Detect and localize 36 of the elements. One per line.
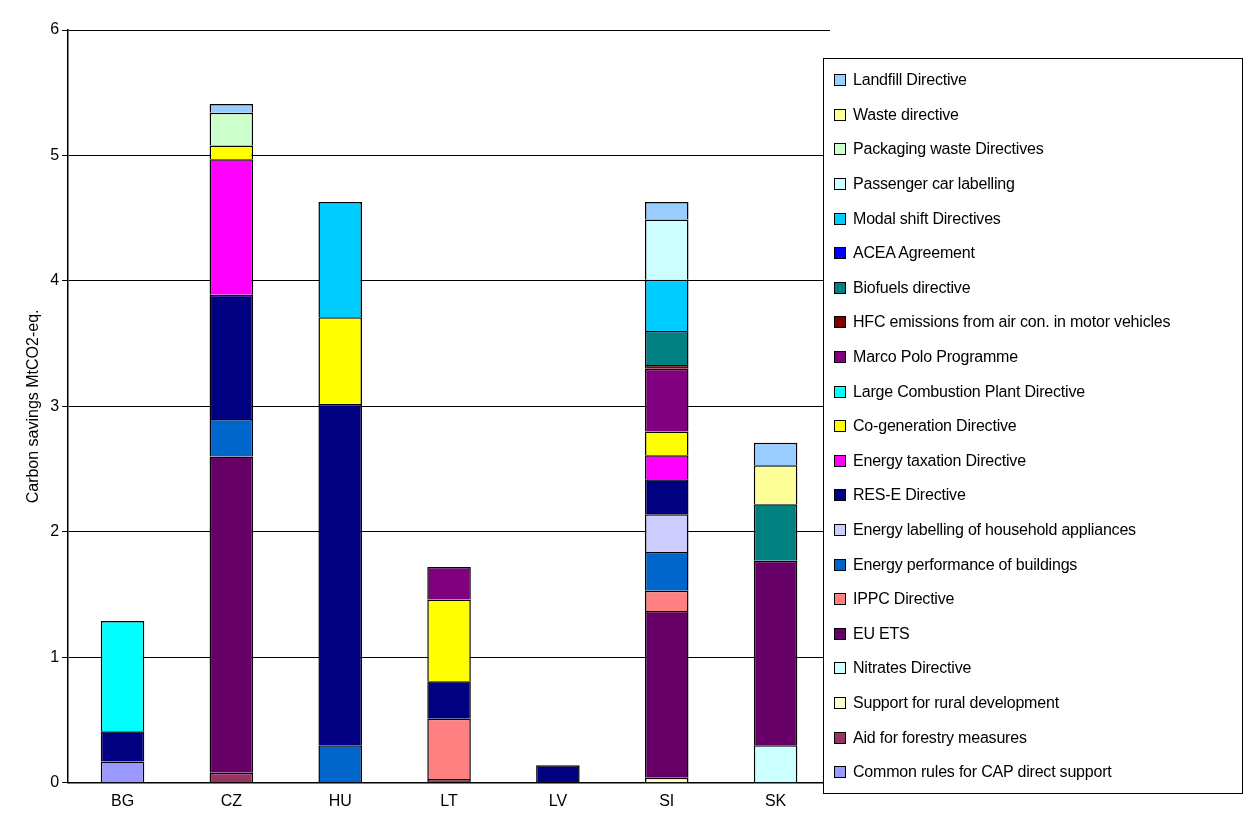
legend-label: Marco Polo Programme bbox=[853, 348, 1018, 367]
x-tick-label: HU bbox=[328, 791, 352, 809]
legend-label: Nitrates Directive bbox=[853, 659, 972, 678]
legend-label: Large Combustion Plant Directive bbox=[853, 382, 1085, 401]
y-tick-label: 2 bbox=[50, 522, 60, 540]
legend-label: Energy labelling of household appliances bbox=[853, 521, 1136, 540]
legend-label: Landfill Directive bbox=[853, 71, 967, 90]
x-tick-label: LT bbox=[440, 791, 459, 809]
y-tick-label: 4 bbox=[50, 271, 60, 289]
x-tick-label: CZ bbox=[220, 791, 243, 809]
legend-label: ACEA Agreement bbox=[853, 244, 975, 263]
legend-label: Packaging waste Directives bbox=[853, 140, 1044, 159]
y-tick-label: 1 bbox=[50, 647, 60, 665]
legend-label: Common rules for CAP direct support bbox=[853, 763, 1112, 782]
y-tick-label: 5 bbox=[50, 145, 60, 163]
legend-label: RES-E Directive bbox=[853, 486, 966, 505]
y-axis-title: Carbon savings MtCO2-eq. bbox=[24, 309, 42, 504]
legend-label: Modal shift Directives bbox=[853, 209, 1001, 228]
y-tick-label: 3 bbox=[50, 396, 60, 414]
legend-label: HFC emissions from air con. in motor vehicles bbox=[853, 313, 1171, 332]
y-tick-label: 0 bbox=[50, 773, 60, 791]
legend-label: Energy performance of buildings bbox=[853, 555, 1078, 574]
legend-label: IPPC Directive bbox=[853, 590, 955, 609]
legend-label: Energy taxation Directive bbox=[853, 451, 1026, 470]
legend-label: EU ETS bbox=[853, 624, 910, 643]
legend-label: Waste directive bbox=[853, 105, 959, 124]
x-tick-label: SK bbox=[764, 791, 787, 809]
legend-label: Aid for forestry measures bbox=[853, 728, 1027, 747]
x-tick-label: BG bbox=[110, 791, 135, 809]
legend-label: Co-generation Directive bbox=[853, 417, 1017, 436]
y-tick-label: 6 bbox=[50, 20, 60, 38]
x-tick-label: LV bbox=[548, 791, 568, 809]
legend-label: Support for rural development bbox=[853, 693, 1059, 712]
x-tick-label: SI bbox=[659, 791, 675, 809]
legend-label: Passenger car labelling bbox=[853, 175, 1015, 194]
legend-label: Biofuels directive bbox=[853, 278, 971, 297]
